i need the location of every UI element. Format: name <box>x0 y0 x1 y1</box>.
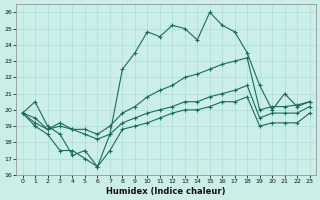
X-axis label: Humidex (Indice chaleur): Humidex (Indice chaleur) <box>106 187 226 196</box>
